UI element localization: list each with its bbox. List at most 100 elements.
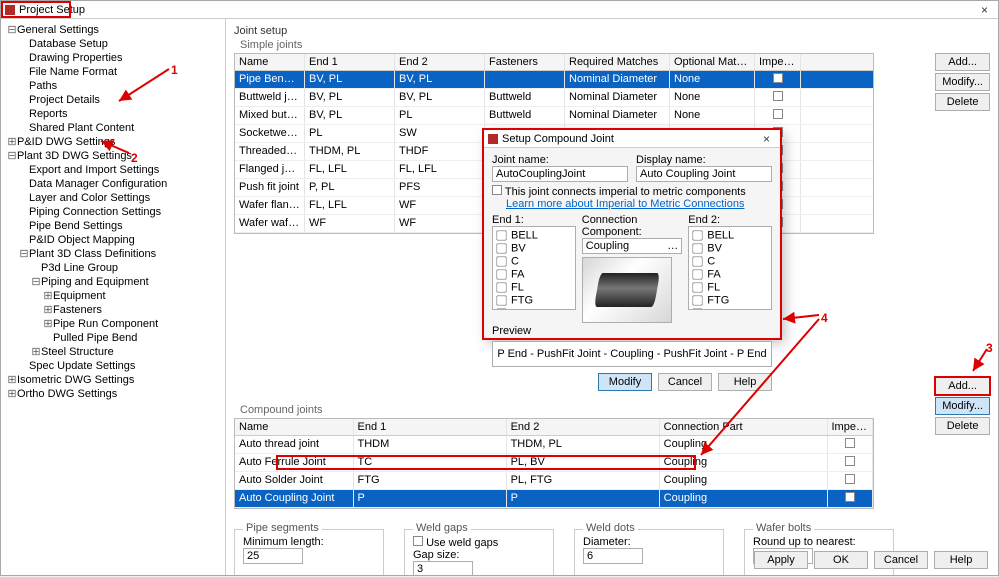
tree-node[interactable]: ⊞P&ID DWG Settings [3, 135, 223, 149]
settings-tree[interactable]: ⊟General SettingsDatabase SetupDrawing P… [1, 19, 226, 575]
end-option[interactable]: BELL [691, 229, 769, 242]
learn-more-link[interactable]: Learn more about Imperial to Metric Conn… [506, 198, 772, 210]
close-icon[interactable]: × [975, 3, 994, 17]
tree-node[interactable]: Pipe Bend Settings [3, 219, 223, 233]
tree-node[interactable]: ⊞Isometric DWG Settings [3, 373, 223, 387]
tree-node[interactable]: ⊞Steel Structure [3, 345, 223, 359]
ok-button[interactable]: OK [814, 551, 868, 569]
dialog-title: Setup Compound Joint [502, 133, 614, 145]
column-header[interactable]: End 1 [305, 54, 395, 70]
tree-node[interactable]: Shared Plant Content [3, 121, 223, 135]
tree-node[interactable]: ⊞Pipe Run Component [3, 317, 223, 331]
tree-node[interactable]: ⊞Fasteners [3, 303, 223, 317]
round-up-label: Round up to nearest: [753, 536, 885, 548]
end-option[interactable]: C [495, 255, 573, 268]
end-option[interactable]: FA [495, 268, 573, 281]
tree-node[interactable]: File Name Format [3, 65, 223, 79]
end-option[interactable]: GRV [691, 307, 769, 310]
column-header[interactable]: Imperial to Metric Connection [755, 54, 801, 70]
tree-node[interactable]: Database Setup [3, 37, 223, 51]
tree-node[interactable]: P3d Line Group [3, 261, 223, 275]
end-option[interactable]: C [691, 255, 769, 268]
close-icon[interactable]: × [757, 132, 776, 146]
imperial-metric-checkbox[interactable] [755, 107, 801, 124]
imperial-metric-checkbox[interactable] [828, 454, 874, 471]
tree-node[interactable]: Spec Update Settings [3, 359, 223, 373]
modify-button[interactable]: Modify [598, 373, 652, 391]
tree-node[interactable]: ⊟Piping and Equipment [3, 275, 223, 289]
tree-node[interactable]: ⊟Plant 3D DWG Settings [3, 149, 223, 163]
add-button[interactable]: Add... [935, 53, 990, 71]
diameter-input[interactable]: 6 [583, 548, 643, 564]
end-option[interactable]: BELL [495, 229, 573, 242]
cancel-button[interactable]: Cancel [658, 373, 712, 391]
modify-button[interactable]: Modify... [935, 397, 990, 415]
tree-node[interactable]: Paths [3, 79, 223, 93]
tree-node[interactable]: P&ID Object Mapping [3, 233, 223, 247]
tree-node[interactable]: Piping Connection Settings [3, 205, 223, 219]
tree-node[interactable]: ⊞Ortho DWG Settings [3, 387, 223, 401]
end-option[interactable]: BV [495, 242, 573, 255]
imperial-metric-checkbox[interactable] [828, 436, 874, 453]
column-header[interactable]: End 2 [507, 419, 660, 435]
tree-node[interactable]: Layer and Color Settings [3, 191, 223, 205]
table-row[interactable]: Auto thread jointTHDMTHDM, PLCoupling [235, 436, 873, 454]
table-row[interactable]: Mixed buttwel…BV, PLPLButtweldNominal Di… [235, 107, 873, 125]
tree-node[interactable]: Data Manager Configuration [3, 177, 223, 191]
tree-node[interactable]: ⊟General Settings [3, 23, 223, 37]
column-header[interactable]: Fasteners [485, 54, 565, 70]
gap-size-input[interactable]: 3 [413, 561, 473, 575]
cancel-button[interactable]: Cancel [874, 551, 928, 569]
table-row[interactable]: Buttweld jointBV, PLBV, PLButtweldNomina… [235, 89, 873, 107]
tree-node[interactable]: Pulled Pipe Bend [3, 331, 223, 345]
modify-button[interactable]: Modify... [935, 73, 990, 91]
delete-button[interactable]: Delete [935, 417, 990, 435]
imperial-metric-checkbox[interactable] [828, 472, 874, 489]
imperial-checkbox[interactable]: This joint connects imperial to metric c… [492, 185, 772, 198]
imperial-metric-checkbox[interactable] [828, 490, 874, 507]
end-option[interactable]: FL [691, 281, 769, 294]
tree-node[interactable]: Project Details [3, 93, 223, 107]
tree-node[interactable]: Reports [3, 107, 223, 121]
tree-node[interactable]: ⊞Equipment [3, 289, 223, 303]
imperial-metric-checkbox[interactable] [755, 89, 801, 106]
column-header[interactable]: End 1 [354, 419, 507, 435]
column-header[interactable]: Optional Matches [670, 54, 755, 70]
app-icon [488, 134, 498, 144]
column-header[interactable]: Imperial to Metric Connection [828, 419, 874, 435]
end-option[interactable]: FA [691, 268, 769, 281]
table-row[interactable]: Auto Ferrule JointTCPL, BVCoupling [235, 454, 873, 472]
end-option[interactable]: FTG [691, 294, 769, 307]
help-button[interactable]: Help [934, 551, 988, 569]
min-length-input[interactable]: 25 [243, 548, 303, 564]
column-header[interactable]: Name [235, 54, 305, 70]
end-option[interactable]: GRV [495, 307, 573, 310]
column-header[interactable]: Connection Part [660, 419, 828, 435]
apply-button[interactable]: Apply [754, 551, 808, 569]
display-name-input[interactable]: Auto Coupling Joint [636, 166, 772, 182]
imperial-metric-checkbox[interactable] [755, 71, 801, 88]
table-row[interactable]: Auto Coupling JointPPCoupling [235, 490, 873, 508]
table-row[interactable]: Auto Solder JointFTGPL, FTGCoupling [235, 472, 873, 490]
delete-button[interactable]: Delete [935, 93, 990, 111]
tree-node[interactable]: Drawing Properties [3, 51, 223, 65]
joint-name-input[interactable]: AutoCouplingJoint [492, 166, 628, 182]
end-option[interactable]: FL [495, 281, 573, 294]
tree-node[interactable]: Export and Import Settings [3, 163, 223, 177]
tree-node[interactable]: ⊟Plant 3D Class Definitions [3, 247, 223, 261]
end2-label: End 2: [688, 214, 772, 226]
end1-list[interactable]: BELLBVCFAFLFTGGRVLAPLFLLLP [492, 226, 576, 310]
end2-list[interactable]: BELLBVCFAFLFTGGRVLAPLFLLLP [688, 226, 772, 310]
connection-component-select[interactable]: Coupling … [582, 238, 683, 254]
end-option[interactable]: BV [691, 242, 769, 255]
help-button[interactable]: Help [718, 373, 772, 391]
column-header[interactable]: End 2 [395, 54, 485, 70]
joint-name-label: Joint name: [492, 154, 628, 166]
use-weld-gaps-checkbox[interactable]: Use weld gaps [413, 536, 545, 549]
column-header[interactable]: Name [235, 419, 354, 435]
add-button[interactable]: Add... [935, 377, 990, 395]
column-header[interactable]: Required Matches [565, 54, 670, 70]
compound-joints-grid[interactable]: NameEnd 1End 2Connection PartImperial to… [234, 418, 874, 509]
table-row[interactable]: Pipe Bend join…BV, PLBV, PLNominal Diame… [235, 71, 873, 89]
end-option[interactable]: FTG [495, 294, 573, 307]
